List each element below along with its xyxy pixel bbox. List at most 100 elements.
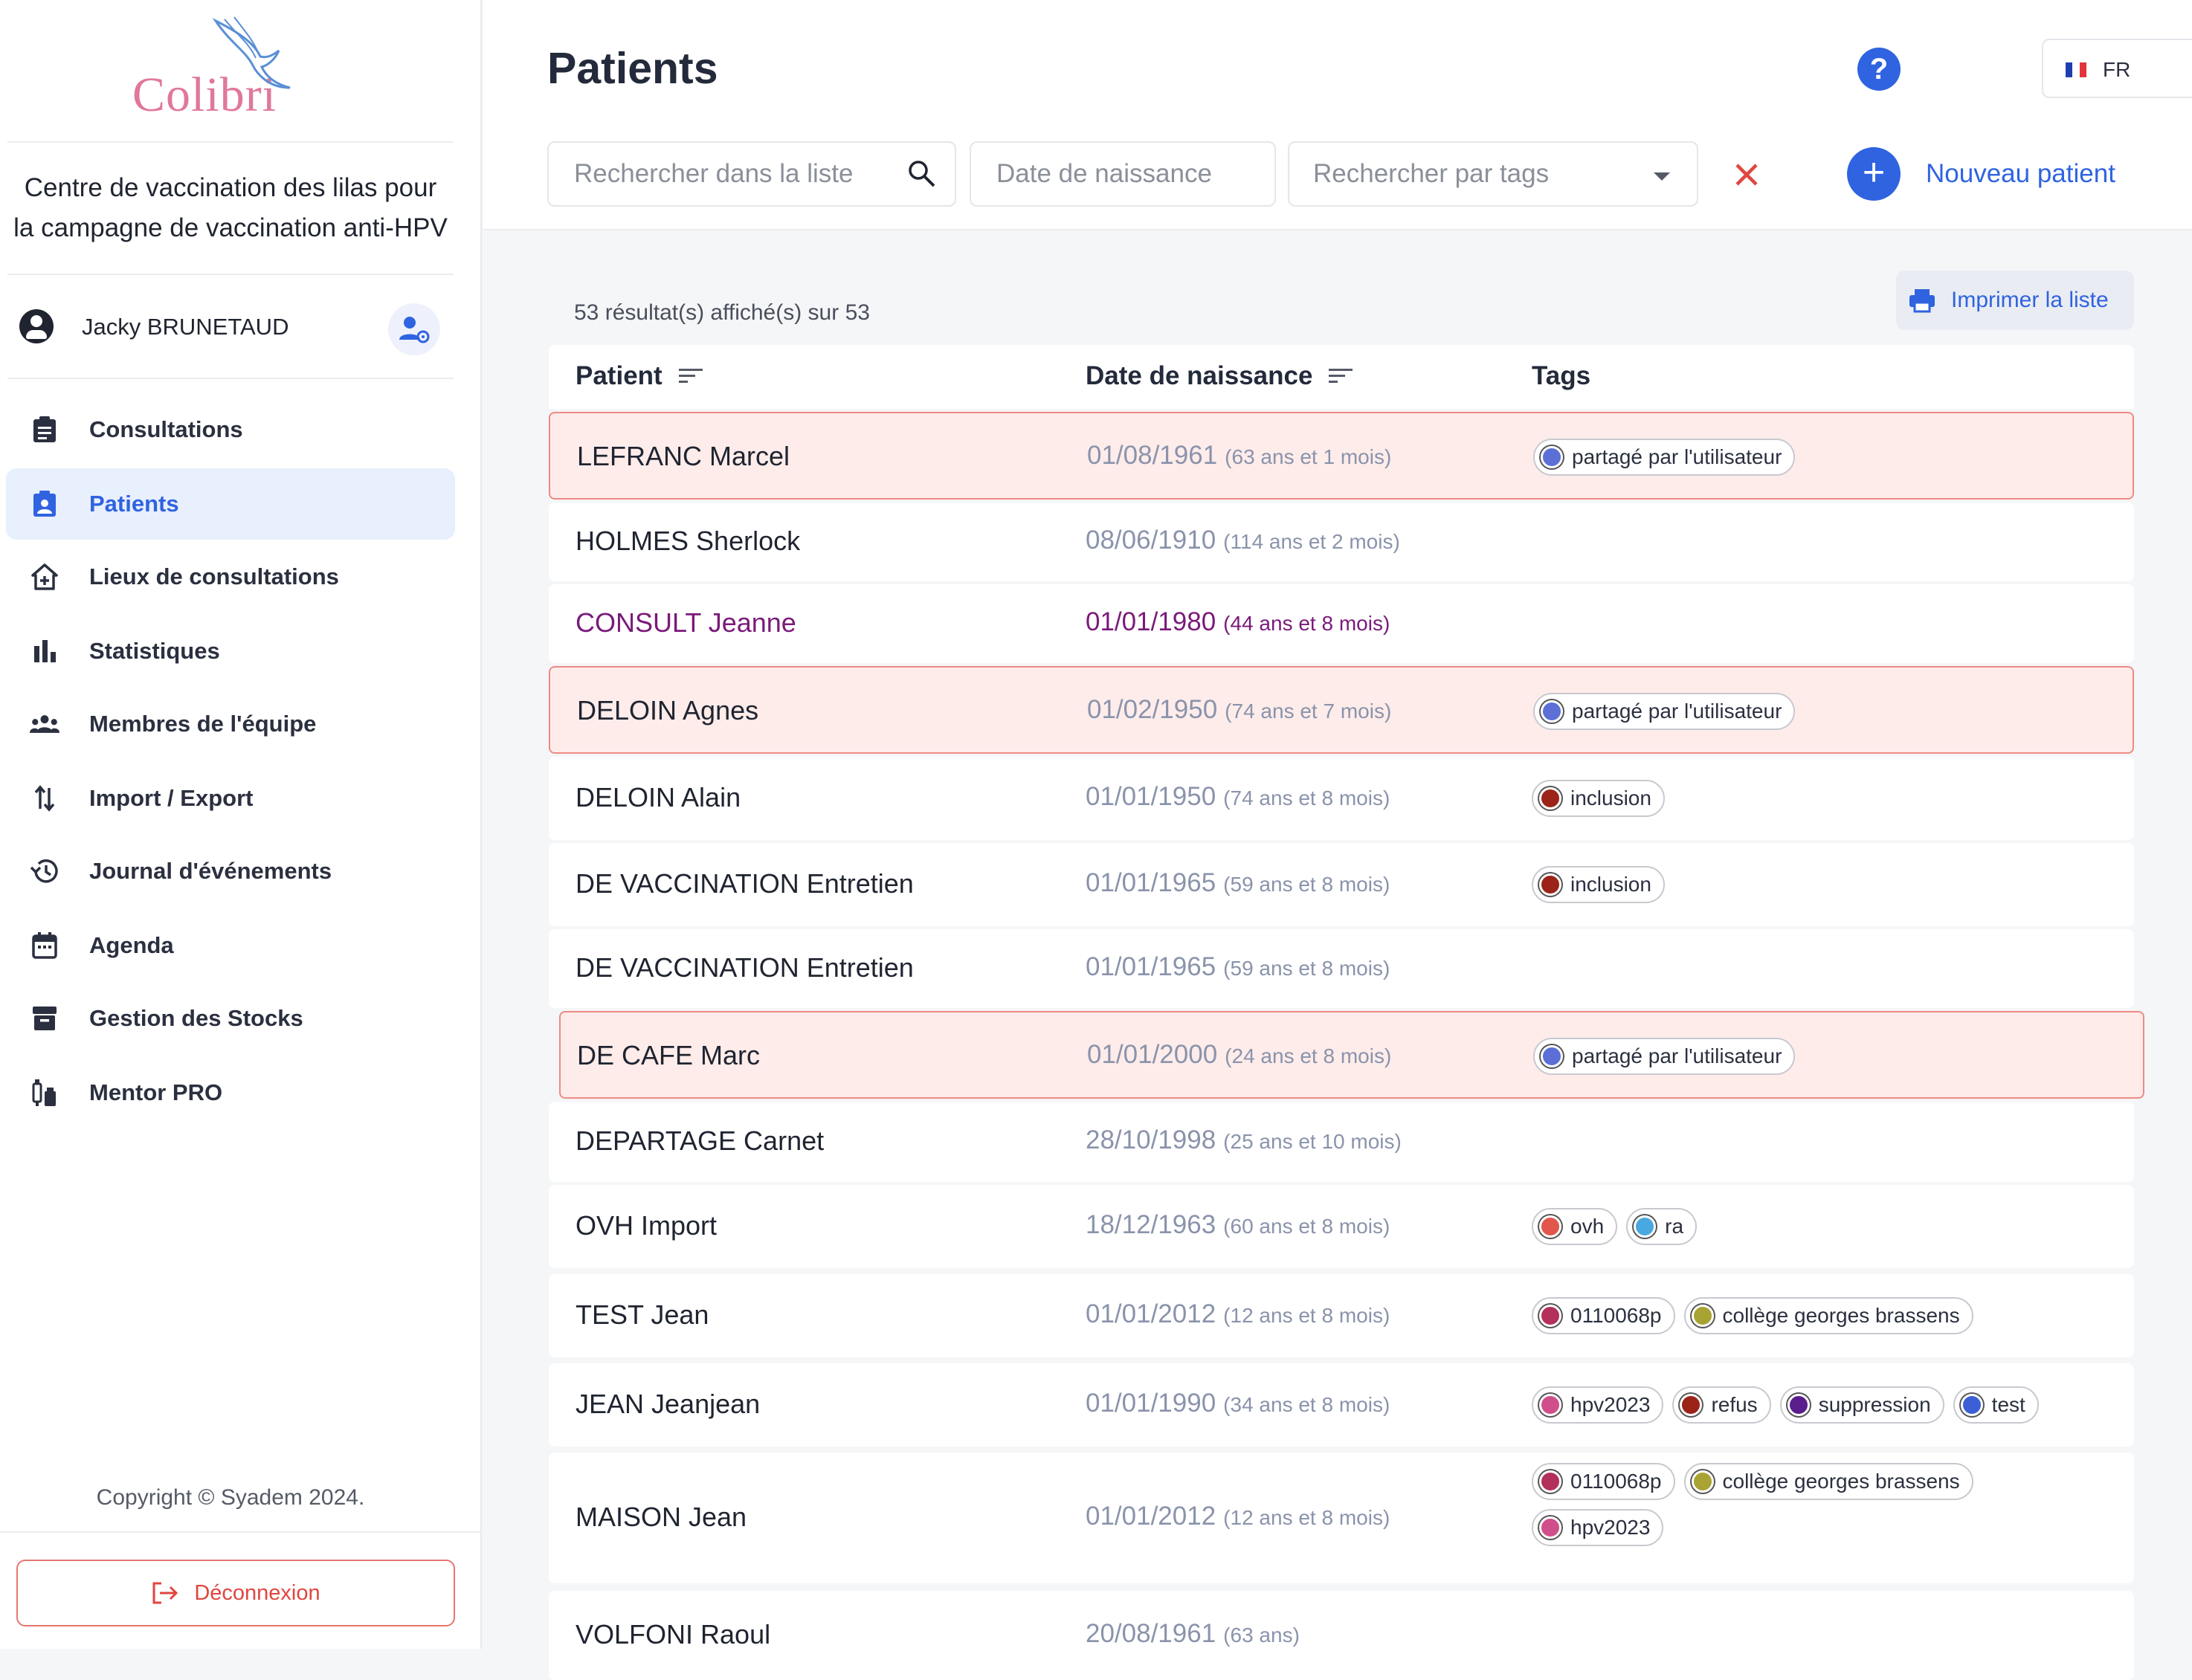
nav-item-stocks[interactable]: Gestion des Stocks: [6, 983, 455, 1054]
patient-name[interactable]: LEFRANC Marcel: [577, 441, 790, 471]
table-row[interactable]: DEPARTAGE Carnet 28/10/1998 (25 ans et 10 …: [549, 1102, 2134, 1182]
patient-dob: 01/01/1965 (59 ans et 8 mois): [1086, 952, 1390, 982]
nav-item-agenda[interactable]: Agenda: [6, 910, 455, 981]
patient-name[interactable]: DE VACCINATION Entretien: [576, 868, 914, 899]
nav-label: Import / Export: [89, 785, 254, 811]
search-input[interactable]: [573, 158, 900, 190]
tag-chip[interactable]: inclusion: [1532, 866, 1665, 903]
patient-name[interactable]: OVH Import: [576, 1210, 718, 1241]
column-header-dob[interactable]: Date de naissance: [1086, 361, 1354, 391]
logout-icon: [152, 1582, 178, 1604]
table-row[interactable]: OVH Import 18/12/1963 (60 ans et 8 mois) ov…: [549, 1185, 2134, 1268]
tag-chip[interactable]: partagé par l'utilisateur: [1533, 1038, 1796, 1075]
patient-name[interactable]: DELOIN Agnes: [577, 695, 759, 726]
language-select[interactable]: FR: [2042, 39, 2192, 98]
sort-icon[interactable]: [677, 366, 704, 386]
patient-dob: 20/08/1961 (63 ans): [1086, 1619, 1300, 1649]
table-row[interactable]: DE CAFE Marc 01/01/2000 (24 ans et 8 mois)…: [559, 1011, 2144, 1099]
search-field[interactable]: [547, 141, 956, 207]
column-header-patient[interactable]: Patient: [576, 361, 704, 391]
table-row[interactable]: TEST Jean 01/01/2012 (12 ans et 8 mois) 011…: [549, 1274, 2134, 1357]
patient-name[interactable]: CONSULT Jeanne: [576, 607, 796, 638]
nav-item-mentor-pro[interactable]: Mentor PRO: [6, 1057, 455, 1128]
dob-input[interactable]: [995, 158, 1255, 190]
patient-name[interactable]: JEAN Jeanjean: [576, 1389, 761, 1419]
tag-chip[interactable]: hpv2023: [1532, 1386, 1664, 1424]
tag-list: partagé par l'utilisateur: [1533, 1038, 2098, 1084]
tag-label: inclusion: [1570, 873, 1651, 896]
logout-label: Déconnexion: [194, 1580, 320, 1605]
dob-value: 01/02/1950: [1087, 695, 1218, 724]
nav-item-lieux[interactable]: Lieux de consultations: [6, 541, 455, 613]
tag-chip[interactable]: collège georges brassens: [1683, 1297, 1973, 1334]
tag-chip[interactable]: ovh: [1532, 1208, 1618, 1245]
tag-chip[interactable]: refus: [1672, 1386, 1771, 1424]
nav-label: Gestion des Stocks: [89, 1005, 303, 1031]
table-row[interactable]: HOLMES Sherlock 08/06/1910 (114 ans et 2 m…: [549, 503, 2134, 581]
center-name-line: Centre de vaccination des lilas pour: [24, 173, 437, 202]
user-row: Jacky BRUNETAUD: [19, 303, 443, 355]
nav-item-patients[interactable]: Patients: [6, 468, 455, 540]
dob-value: 01/01/1965: [1086, 868, 1216, 897]
tag-chip[interactable]: partagé par l'utilisateur: [1533, 693, 1796, 730]
tag-chip[interactable]: hpv2023: [1532, 1509, 1664, 1546]
patient-dob: 01/01/1980 (44 ans et 8 mois): [1086, 607, 1390, 637]
table-row[interactable]: VOLFONI Raoul 20/08/1961 (63 ans): [549, 1591, 2134, 1680]
logout-button[interactable]: Déconnexion: [16, 1560, 455, 1626]
patient-name[interactable]: HOLMES Sherlock: [576, 526, 801, 556]
tag-chip[interactable]: collège georges brassens: [1683, 1463, 1973, 1500]
tag-chip[interactable]: test: [1953, 1386, 2039, 1424]
dob-value: 20/08/1961: [1086, 1619, 1216, 1648]
new-patient-button[interactable]: + Nouveau patient: [1847, 146, 2115, 202]
table-row[interactable]: MAISON Jean 01/01/2012 (12 ans et 8 mois) 0…: [549, 1453, 2134, 1583]
search-icon[interactable]: [906, 158, 938, 190]
print-list-button[interactable]: Imprimer la liste: [1896, 271, 2134, 330]
tag-chip[interactable]: 0110068p: [1532, 1463, 1675, 1500]
tag-label: collège georges brassens: [1722, 1470, 1960, 1493]
tag-color-icon: [1787, 1394, 1810, 1416]
nav-item-consultations[interactable]: Consultations: [6, 394, 455, 465]
patient-name[interactable]: DELOIN Alain: [576, 782, 741, 812]
tag-chip[interactable]: 0110068p: [1532, 1297, 1675, 1334]
table-row[interactable]: DE VACCINATION Entretien 01/01/1965 (59 an…: [549, 843, 2134, 926]
sort-icon[interactable]: [1327, 366, 1354, 386]
patient-age: (59 ans et 8 mois): [1223, 957, 1390, 980]
patient-name[interactable]: VOLFONI Raoul: [576, 1619, 771, 1650]
patient-dob: 01/01/2012 (12 ans et 8 mois): [1086, 1299, 1390, 1329]
patient-dob: 08/06/1910 (114 ans et 2 mois): [1086, 526, 1400, 555]
patient-name[interactable]: DEPARTAGE Carnet: [576, 1125, 825, 1156]
divider: [7, 141, 454, 143]
patient-dob: 01/01/1965 (59 ans et 8 mois): [1086, 868, 1390, 898]
tags-select[interactable]: Rechercher par tags: [1288, 141, 1698, 207]
table-row[interactable]: DELOIN Alain 01/01/1950 (74 ans et 8 mois)…: [549, 757, 2134, 840]
patient-name[interactable]: DE VACCINATION Entretien: [576, 952, 914, 983]
table-row[interactable]: DELOIN Agnes 01/02/1950 (74 ans et 7 mois)…: [549, 666, 2134, 754]
center-name: Centre de vaccination des lilas pour la …: [0, 168, 461, 248]
column-label: Tags: [1532, 361, 1591, 390]
tag-label: hpv2023: [1570, 1516, 1651, 1539]
nav-item-import-export[interactable]: Import / Export: [6, 763, 455, 834]
tag-chip[interactable]: suppression: [1779, 1386, 1944, 1424]
nav-label: Patients: [89, 491, 179, 517]
nav-item-statistiques[interactable]: Statistiques: [6, 616, 455, 687]
tag-chip[interactable]: partagé par l'utilisateur: [1533, 439, 1796, 476]
nav-item-membres[interactable]: Membres de l'équipe: [6, 688, 455, 760]
patient-age: (74 ans et 8 mois): [1223, 786, 1390, 810]
patient-name[interactable]: DE CAFE Marc: [577, 1040, 761, 1070]
tag-color-icon: [1691, 1470, 1714, 1493]
tag-chip[interactable]: inclusion: [1532, 780, 1665, 817]
table-row[interactable]: LEFRANC Marcel 01/08/1961 (63 ans et 1 moi…: [549, 412, 2134, 500]
patient-name[interactable]: MAISON Jean: [576, 1502, 747, 1532]
patient-name[interactable]: TEST Jean: [576, 1299, 709, 1330]
clear-filters-icon[interactable]: [1728, 156, 1765, 193]
user-gear-icon: [399, 317, 430, 343]
table-row[interactable]: DE VACCINATION Entretien 01/01/1965 (59 an…: [549, 929, 2134, 1008]
table-row[interactable]: JEAN Jeanjean 01/01/1990 (34 ans et 8 mois…: [549, 1363, 2134, 1447]
help-button[interactable]: ?: [1857, 48, 1901, 91]
table-row[interactable]: CONSULT Jeanne 01/01/1980 (44 ans et 8 moi…: [549, 584, 2134, 663]
nav-item-journal[interactable]: Journal d'événements: [6, 836, 455, 907]
user-settings-button[interactable]: [388, 303, 440, 355]
dob-field[interactable]: [970, 141, 1276, 207]
tag-chip[interactable]: ra: [1626, 1208, 1698, 1245]
nav-label: Agenda: [89, 932, 174, 958]
